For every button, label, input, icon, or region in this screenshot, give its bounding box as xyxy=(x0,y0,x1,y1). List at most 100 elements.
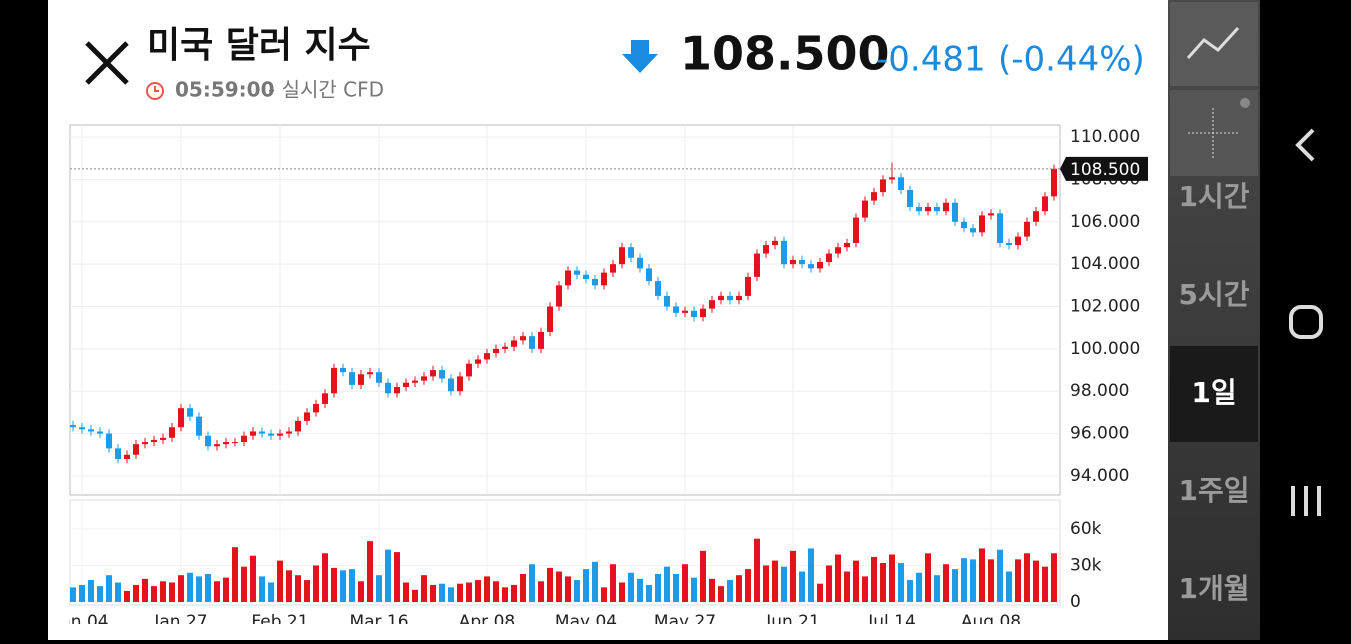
candle-body xyxy=(1033,211,1039,222)
candle-body xyxy=(142,442,148,445)
volume-bar xyxy=(754,538,760,602)
volume-bar xyxy=(637,578,643,602)
x-tick-label: Feb 21 xyxy=(251,612,308,632)
candle-body xyxy=(574,270,580,275)
candle-body xyxy=(304,412,310,421)
candle-body xyxy=(169,427,175,438)
volume-bar xyxy=(799,571,805,602)
volume-bar xyxy=(439,583,445,602)
volume-bar xyxy=(610,564,616,602)
candle-body xyxy=(700,308,706,318)
volume-bar xyxy=(511,584,517,602)
volume-bar xyxy=(700,550,706,602)
x-tick-label: Jul 14 xyxy=(867,612,916,632)
candle-body xyxy=(880,179,886,193)
y-tick-label: 104.000 xyxy=(1070,254,1140,274)
candle-body xyxy=(817,262,823,269)
source: - 실시간 CFD xyxy=(268,78,384,102)
close-button[interactable] xyxy=(85,41,129,85)
candle-body xyxy=(826,253,832,263)
candle-body xyxy=(133,444,139,455)
volume-bar xyxy=(979,548,985,602)
volume-bar xyxy=(106,575,112,602)
candle-body xyxy=(214,444,220,447)
candle-body xyxy=(736,295,742,301)
menu-item[interactable]: 1시간 xyxy=(1178,180,1249,213)
candle-body xyxy=(934,206,940,212)
candle-body xyxy=(565,270,571,286)
candle-body xyxy=(340,367,346,373)
volume-bar xyxy=(367,541,373,602)
volume-bar xyxy=(835,554,841,602)
volume-bar xyxy=(79,584,85,602)
volume-bar xyxy=(601,587,607,602)
menu-item[interactable]: 1개월 xyxy=(1178,572,1249,605)
time: 05:59:00 xyxy=(175,78,275,102)
candle-body xyxy=(790,259,796,265)
volume-bar xyxy=(970,559,976,602)
candle-body xyxy=(115,448,121,459)
volume-bar xyxy=(538,581,544,602)
volume-bar xyxy=(340,570,346,602)
clock-icon xyxy=(146,82,164,100)
menu-item[interactable]: 1주일 xyxy=(1178,474,1249,507)
candle-body xyxy=(979,215,985,233)
candle-body xyxy=(583,274,589,279)
volume-bar xyxy=(565,576,571,602)
main-panel xyxy=(48,0,1168,640)
candle-body xyxy=(484,353,490,360)
candle-body xyxy=(295,420,301,432)
candle-body xyxy=(952,202,958,222)
volume-bar xyxy=(619,582,625,602)
candle-body xyxy=(322,393,328,404)
volume-bar xyxy=(394,552,400,602)
volume-bar xyxy=(583,569,589,602)
volume-bar xyxy=(736,575,742,602)
volume-bar xyxy=(88,580,94,602)
last-price-label: 108.500 xyxy=(1070,160,1140,180)
candle-body xyxy=(403,382,409,387)
volume-bar xyxy=(844,571,850,602)
recents-button[interactable] xyxy=(1291,486,1321,516)
candle-body xyxy=(241,435,247,443)
candle-body xyxy=(178,408,184,428)
volume-bar xyxy=(826,565,832,602)
menu-item[interactable]: 5시간 xyxy=(1178,278,1249,311)
x-tick-label: Jan 04 xyxy=(54,612,108,632)
volume-bar xyxy=(430,584,436,602)
candle-body xyxy=(457,376,463,392)
volume-bar xyxy=(547,567,553,602)
volume-bar xyxy=(151,586,157,602)
candle-body xyxy=(601,272,607,286)
candle-body xyxy=(1015,236,1021,246)
home-button[interactable] xyxy=(1289,305,1323,339)
candle-body xyxy=(1051,168,1057,197)
volume-tick-label: 60k xyxy=(1070,519,1102,539)
chart-type-button[interactable] xyxy=(1170,2,1258,86)
title: 미국 달러 지수 xyxy=(147,25,371,66)
volume-bar xyxy=(358,581,364,602)
candle-body xyxy=(907,190,913,207)
volume-bar xyxy=(160,581,166,602)
candle-body xyxy=(430,370,436,377)
y-tick-label: 110.000 xyxy=(1070,127,1140,147)
candle-body xyxy=(88,429,94,432)
candle-body xyxy=(709,300,715,309)
menu-item[interactable]: 1일 xyxy=(1191,376,1236,409)
candle-body xyxy=(529,336,535,349)
volume-bar xyxy=(655,573,661,602)
back-button[interactable] xyxy=(1295,128,1315,162)
candle-body xyxy=(196,416,202,436)
volume-bar xyxy=(412,589,418,602)
candle-body xyxy=(358,374,364,385)
volume-bar xyxy=(628,572,634,602)
candle-body xyxy=(466,363,472,377)
volume-tick-label: 0 xyxy=(1070,592,1081,612)
volume-bar xyxy=(925,553,931,602)
candle-body xyxy=(1024,221,1030,237)
volume-bar xyxy=(916,572,922,602)
volume-bar xyxy=(115,582,121,602)
volume-bar xyxy=(763,565,769,602)
x-tick-label: May 27 xyxy=(654,612,716,632)
candle-body xyxy=(70,425,76,428)
